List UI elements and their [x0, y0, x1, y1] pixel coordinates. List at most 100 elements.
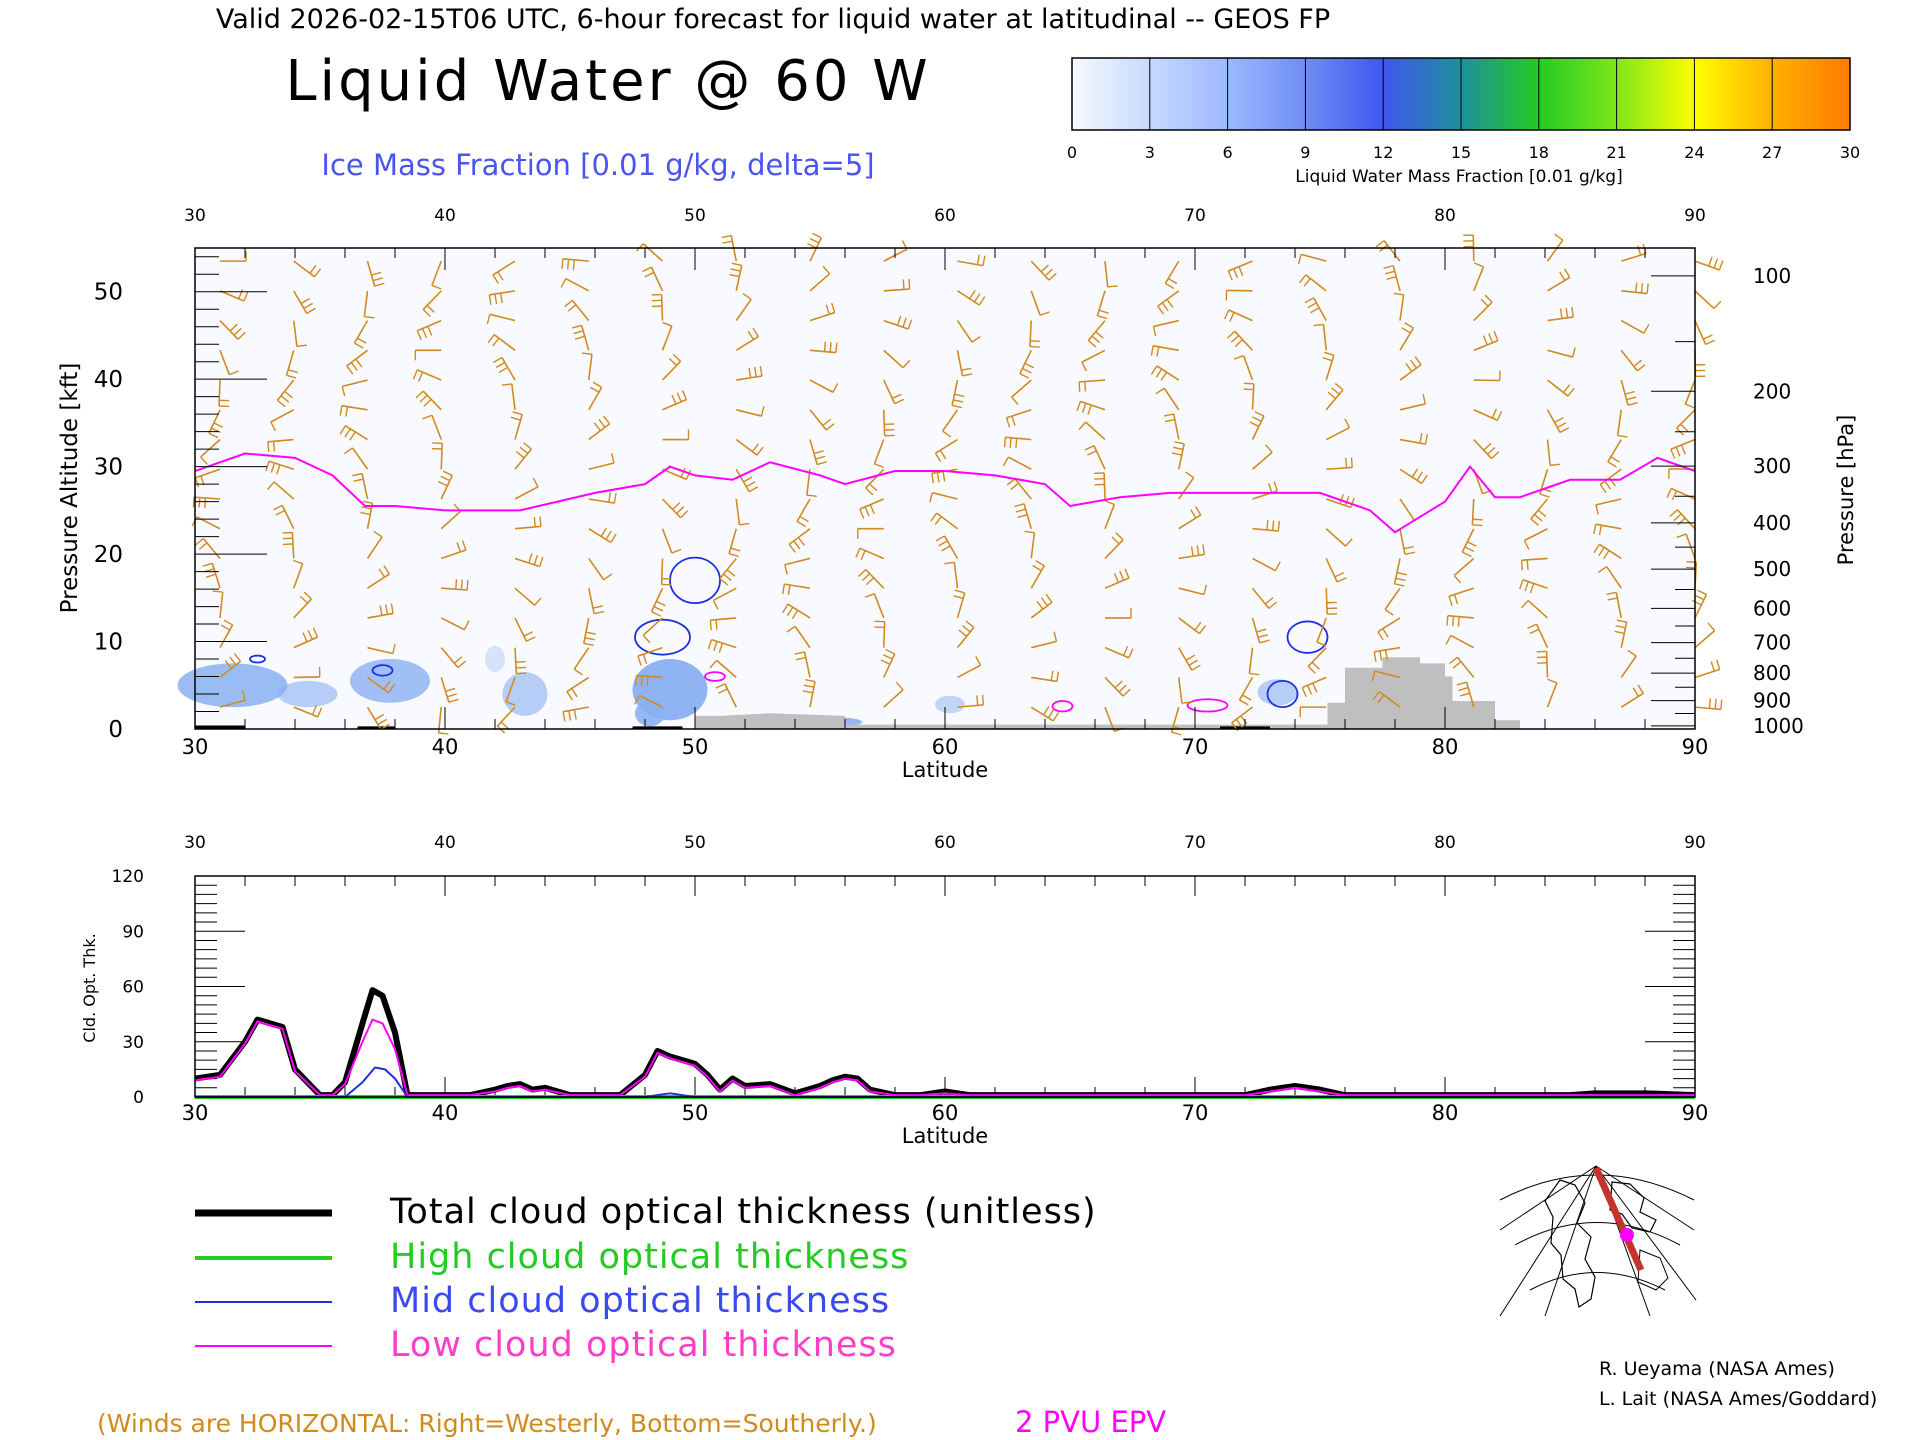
wind-barb-flag — [566, 259, 570, 270]
wind-barb-flag — [299, 595, 309, 604]
wind-barb-flag — [825, 304, 830, 315]
wind-barb-flag — [944, 561, 955, 565]
terrain-surface — [357, 726, 395, 729]
wind-barb — [441, 587, 468, 591]
wind-barb-flag — [1265, 444, 1273, 453]
wind-barb-flag — [981, 694, 985, 705]
wind-barb-flag — [1243, 382, 1254, 385]
wind-barb-flag — [1493, 331, 1499, 341]
wind-barb-flag — [1032, 565, 1042, 572]
wind-barb-flag — [962, 373, 973, 377]
wind-barb — [883, 379, 896, 404]
wind-barb-flag — [460, 579, 463, 590]
wind-barb-flag — [422, 309, 431, 318]
wind-barb — [1014, 478, 1032, 500]
wind-barb — [1399, 403, 1426, 411]
wind-barb-flag — [1632, 687, 1640, 697]
wind-barb-flag — [487, 334, 495, 344]
x-tick-label-bottom: 40 — [432, 735, 459, 759]
wind-barb-flag — [1194, 621, 1202, 631]
wind-barbs — [191, 232, 1724, 736]
wind-barb — [1393, 558, 1401, 585]
wind-barb — [367, 573, 390, 589]
wind-barb — [935, 438, 958, 454]
wind-barb — [787, 603, 811, 619]
wind-barb-flag — [751, 443, 760, 453]
wind-barb — [1545, 651, 1549, 678]
wind-barb — [1173, 413, 1180, 440]
wind-barb-flag — [377, 718, 387, 726]
wind-barb-flag — [1233, 268, 1239, 279]
wind-barb — [1228, 260, 1253, 272]
wind-barb-flag — [1043, 706, 1050, 716]
wind-barb-flag — [1185, 654, 1196, 661]
wind-barb-flag — [642, 266, 652, 273]
wind-barb — [1031, 676, 1058, 683]
wind-barb — [1104, 706, 1116, 732]
wind-barb-flag — [373, 530, 383, 538]
epv-blob — [1051, 700, 1074, 713]
wind-barb-flag — [1202, 544, 1206, 555]
wind-barb-flag — [797, 537, 805, 546]
wind-barb — [809, 237, 823, 262]
wind-barb — [865, 468, 885, 489]
wind-barb-flag — [869, 504, 875, 515]
wind-barb — [883, 288, 910, 292]
wind-barb — [1399, 438, 1426, 445]
wind-barb — [642, 243, 664, 262]
wind-barb-flag — [1524, 581, 1529, 592]
wind-barb-flag — [1617, 434, 1628, 438]
wind-barb-flag — [791, 609, 799, 620]
y-tick-label-right: 1000 — [1753, 714, 1804, 738]
wind-barb — [588, 528, 612, 544]
wind-barb-flag — [532, 477, 539, 488]
wind-barb-flag — [1322, 357, 1333, 362]
y-tick-label-right: 700 — [1753, 631, 1791, 655]
y-tick-label-right: 900 — [1753, 689, 1791, 713]
wind-barb — [588, 462, 615, 471]
wind-barb-flag — [374, 282, 385, 287]
wind-barb-flag — [270, 462, 276, 473]
wind-barb-flag — [1229, 312, 1235, 322]
wind-barb-flag — [282, 537, 293, 540]
wind-barb — [1392, 265, 1401, 292]
wind-barb-flag — [784, 564, 788, 575]
wind-barb-flag — [1152, 326, 1157, 337]
wind-barb — [366, 536, 383, 559]
wind-barb — [195, 468, 221, 479]
wind-barb-flag — [229, 323, 238, 332]
wind-barb-flag — [759, 366, 763, 377]
wind-barb-flag — [339, 425, 347, 435]
wind-barb-flag — [497, 271, 504, 281]
wind-barb — [1694, 260, 1720, 271]
wind-barb-flag — [1627, 401, 1638, 406]
wind-barb-flag — [344, 428, 351, 438]
colorbar-segment — [1461, 58, 1540, 130]
wind-barb-flag — [1635, 282, 1638, 293]
wind-barb-flag — [885, 648, 896, 655]
wind-barb-flag — [1274, 561, 1281, 571]
wind-barb-flag — [1024, 362, 1035, 369]
ice-fill-blob — [177, 663, 288, 708]
winds-note: (Winds are HORIZONTAL: Right=Westerly, B… — [97, 1409, 877, 1438]
wind-barb-flag — [1304, 297, 1314, 304]
wind-barb-flag — [1029, 345, 1040, 348]
wind-barb-flag — [730, 547, 741, 552]
wind-barb-flag — [456, 542, 462, 553]
wind-barb-flag — [1277, 520, 1280, 532]
wind-barb-flag — [822, 265, 831, 275]
wind-barb-flag — [902, 359, 911, 369]
wind-barb-flag — [533, 555, 539, 565]
legend: Total cloud optical thickness (unitless)… — [195, 1192, 1096, 1365]
wind-barb-flag — [1375, 240, 1385, 248]
wind-barb — [883, 319, 909, 330]
y-tick-label-right: 200 — [1753, 379, 1791, 403]
wind-barb-flag — [1670, 449, 1676, 459]
wind-barb — [956, 320, 973, 343]
wind-barb — [1325, 498, 1352, 509]
wind-barb — [1019, 349, 1032, 375]
wind-barb — [711, 638, 737, 649]
wind-barb-flag — [794, 651, 805, 655]
wind-barb-flag — [526, 636, 536, 642]
wind-barb-flag — [589, 386, 600, 393]
